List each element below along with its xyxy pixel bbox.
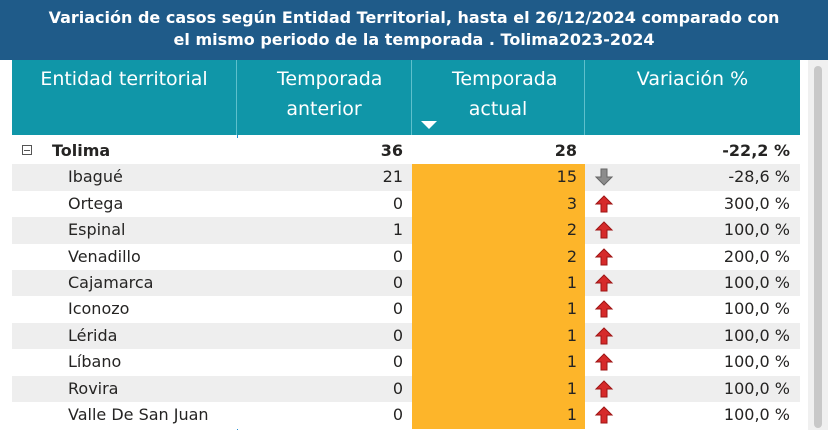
entity-name: Venadillo — [68, 246, 141, 266]
highlight-cell — [412, 164, 585, 191]
variation: 300,0 % — [723, 193, 790, 213]
trend-up-icon — [594, 300, 614, 318]
column-header[interactable]: Temporada anterior — [237, 60, 412, 135]
trend-up-icon — [594, 406, 614, 424]
highlight-cell — [412, 243, 585, 271]
highlight-cell — [412, 322, 585, 350]
entity-name: Cajamarca — [68, 273, 154, 292]
highlight-cell — [412, 190, 585, 218]
entity-name: Rovira — [68, 378, 119, 398]
highlight-cell — [412, 217, 585, 244]
variation: 200,0 % — [723, 246, 790, 266]
arrow — [594, 300, 614, 318]
entity-name: Iconozo — [68, 299, 130, 319]
variation: 100,0 % — [723, 352, 790, 372]
column-header[interactable]: Entidad territorial — [12, 60, 237, 135]
highlight-cell — [412, 270, 585, 297]
data-row: Ibagué 21 15 -28,6 % — [12, 164, 800, 191]
current-season: 1 — [566, 405, 577, 424]
entity-name: Ortega — [68, 193, 124, 213]
variation: 100,0 % — [723, 220, 790, 240]
current-season: 1 — [566, 325, 577, 345]
previous-season: 0 — [392, 352, 403, 372]
current-season: 3 — [566, 193, 577, 213]
data-row: Lérida 0 1 100,0 % — [12, 322, 800, 350]
variation: -22,2 % — [722, 141, 790, 160]
sort-indicator[interactable] — [421, 121, 437, 129]
trend-up-icon — [594, 327, 614, 345]
trend-up-icon — [594, 247, 614, 266]
data-row: Venadillo 0 2 200,0 % — [12, 243, 800, 271]
arrow — [594, 168, 614, 187]
entity-name: Tolima — [52, 141, 111, 160]
highlight-cell — [412, 349, 585, 376]
entity-name: Valle De San Juan — [68, 405, 209, 424]
data-row: Iconozo 0 1 100,0 % — [12, 296, 800, 323]
data-row: Líbano 0 1 100,0 % — [12, 349, 800, 376]
header-band — [12, 60, 800, 135]
current-season: 1 — [566, 299, 577, 319]
arrow — [594, 247, 614, 266]
variation: 100,0 % — [723, 405, 790, 424]
previous-season: 0 — [392, 378, 403, 398]
trend-up-icon — [594, 353, 614, 371]
arrow — [594, 353, 614, 371]
visual-title: Variación de casos según Entidad Territo… — [0, 0, 828, 60]
previous-season: 1 — [392, 220, 403, 240]
column-header[interactable]: Variación % — [636, 68, 749, 90]
previous-season: 0 — [392, 405, 403, 424]
previous-season: 36 — [380, 141, 403, 160]
arrow — [594, 406, 614, 424]
arrow — [594, 221, 614, 239]
arrow — [594, 327, 614, 345]
previous-season: 0 — [392, 299, 403, 319]
scroll-thumb[interactable] — [814, 66, 822, 428]
data-row: Espinal 1 2 100,0 % — [12, 217, 800, 244]
entity-name: Ibagué — [68, 167, 123, 187]
current-season: 2 — [566, 220, 577, 240]
trend-up-icon — [594, 221, 614, 239]
trend-up-icon — [594, 195, 614, 213]
data-row: Cajamarca 0 1 100,0 % — [12, 270, 800, 297]
variation: 100,0 % — [723, 378, 790, 398]
trend-up-icon — [594, 274, 614, 292]
current-season: 1 — [566, 378, 577, 398]
current-season: 1 — [566, 352, 577, 372]
total-row: Tolima 36 28 -22,2 % — [12, 138, 800, 165]
variation: 100,0 % — [723, 273, 790, 292]
current-season: 28 — [554, 141, 577, 160]
highlight-cell — [412, 296, 585, 323]
data-row: Rovira 0 1 100,0 % — [12, 375, 800, 403]
variation: -28,6 % — [728, 167, 790, 187]
current-season: 2 — [566, 246, 577, 266]
entity-name: Líbano — [68, 352, 122, 372]
previous-season: 0 — [392, 246, 403, 266]
previous-season: 0 — [392, 325, 403, 345]
trend-down-icon — [594, 168, 614, 187]
data-row: Valle De San Juan 0 1 100,0 % — [12, 402, 800, 429]
arrow — [594, 195, 614, 213]
highlight-cell — [412, 402, 585, 429]
previous-season: 0 — [392, 193, 403, 213]
column-header[interactable]: Temporada actual — [412, 60, 585, 135]
previous-season: 0 — [392, 273, 403, 292]
current-season: 15 — [556, 167, 577, 187]
variation: 100,0 % — [723, 325, 790, 345]
data-row: Ortega 0 3 300,0 % — [12, 190, 800, 218]
highlight-cell — [412, 375, 585, 403]
arrow — [594, 379, 614, 398]
entity-name: Lérida — [68, 325, 118, 345]
collapse-button[interactable] — [22, 145, 32, 155]
variation: 100,0 % — [723, 299, 790, 319]
current-season: 1 — [566, 273, 577, 292]
previous-season: 21 — [382, 167, 403, 187]
trend-up-icon — [594, 379, 614, 398]
arrow — [594, 274, 614, 292]
entity-name: Espinal — [68, 220, 126, 240]
